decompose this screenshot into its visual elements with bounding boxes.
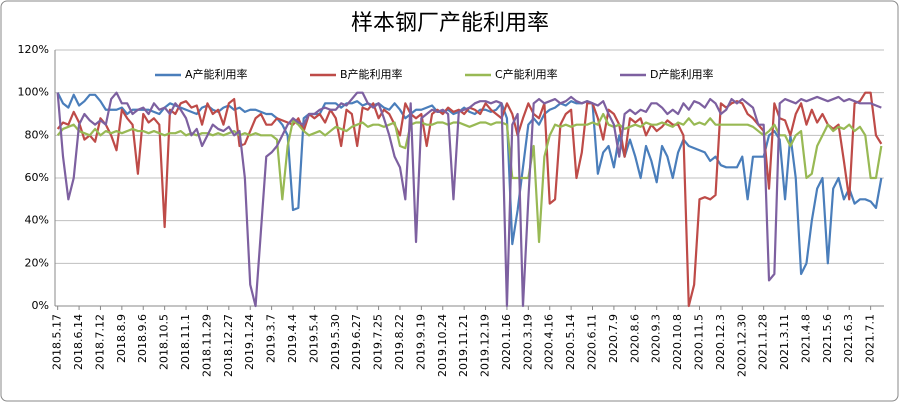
y-tick-label: 20% <box>25 256 49 269</box>
x-tick-label: 2021.1.28 <box>757 314 770 370</box>
x-tick-label: 2019.3.7 <box>265 314 278 363</box>
x-tick-label: 2019.11.21 <box>457 314 470 377</box>
x-tick-label: 2021.3.11 <box>778 314 791 370</box>
x-tick-label: 2020.11.5 <box>692 314 705 370</box>
series-line <box>56 112 883 244</box>
x-tick-label: 2018.11.29 <box>200 314 213 377</box>
series-line <box>56 92 883 276</box>
x-tick-label: 2020.12.30 <box>735 314 748 377</box>
x-tick-label: 2020.4.16 <box>543 314 556 370</box>
x-tick-label: 2020.3.19 <box>521 314 534 370</box>
series-line <box>56 91 882 308</box>
y-tick-label: 120% <box>18 43 49 56</box>
x-tick-label: 2020.10.8 <box>671 314 684 370</box>
x-tick-label: 2019.6.27 <box>350 314 363 370</box>
x-tick-label: 2018.6.14 <box>72 314 85 370</box>
y-tick-label: 40% <box>25 214 49 227</box>
x-tick-label: 2020.8.6 <box>628 314 641 363</box>
x-tick-label: 2018.11.1 <box>179 314 192 370</box>
y-tick-label: 80% <box>25 128 49 141</box>
x-tick-label: 2020.5.14 <box>564 314 577 370</box>
x-tick-label: 2019.5.4 <box>307 314 320 363</box>
legend-label: D产能利用率 <box>650 67 713 81</box>
x-tick-label: 2019.9.19 <box>414 314 427 370</box>
legend-label: A产能利用率 <box>185 67 248 81</box>
x-tick-label: 2019.7.25 <box>372 314 385 370</box>
x-tick-label: 2018.9.6 <box>136 314 149 363</box>
x-tick-label: 2018.10.5 <box>158 314 171 370</box>
legend-label: C产能利用率 <box>495 67 558 81</box>
x-tick-label: 2018.5.17 <box>51 314 64 370</box>
x-tick-label: 2020.6.11 <box>586 314 599 370</box>
x-tick-label: 2019.10.24 <box>436 314 449 377</box>
x-tick-label: 2019.5.30 <box>329 314 342 370</box>
x-tick-label: 2020.9.3 <box>650 314 663 363</box>
x-tick-label: 2020.12.3 <box>714 314 727 370</box>
x-tick-label: 2019.1.24 <box>243 314 256 370</box>
x-tick-label: 2021.6.3 <box>842 314 855 363</box>
x-tick-label: 2019.4.4 <box>286 314 299 363</box>
y-tick-label: 0% <box>32 299 49 312</box>
x-tick-label: 2018.8.9 <box>115 314 128 363</box>
x-tick-label: 2020.1.16 <box>500 314 513 370</box>
x-tick-label: 2019.8.22 <box>393 314 406 370</box>
x-tick-label: 2020.7.9 <box>607 314 620 363</box>
x-tick-label: 2021.5.6 <box>821 314 834 363</box>
x-tick-label: 2021.4.8 <box>799 314 812 363</box>
legend-label: B产能利用率 <box>340 67 403 81</box>
x-tick-label: 2019.12.19 <box>479 314 492 377</box>
x-tick-label: 2018.7.12 <box>93 314 106 370</box>
x-tick-label: 2021.7.1 <box>864 314 877 363</box>
y-tick-label: 60% <box>25 171 49 184</box>
chart-title: 样本钢厂产能利用率 <box>351 11 549 36</box>
y-tick-label: 100% <box>18 86 49 99</box>
x-tick-label: 2018.12.27 <box>222 314 235 377</box>
